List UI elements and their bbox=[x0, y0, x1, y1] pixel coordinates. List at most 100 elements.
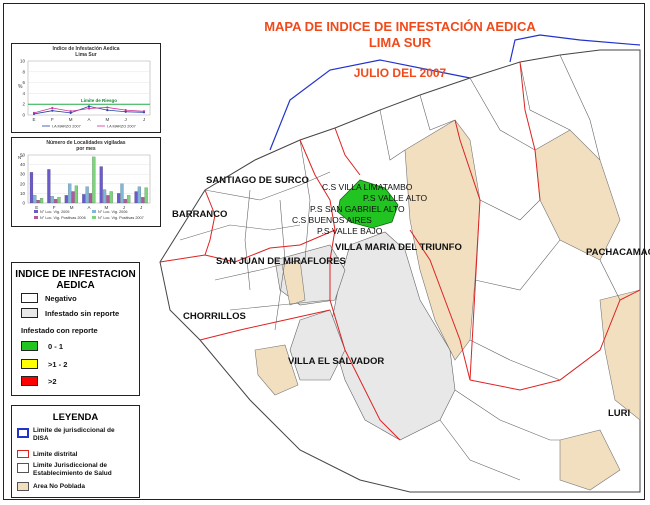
bar-chart-bar bbox=[137, 186, 141, 204]
bar-chart-bar bbox=[47, 169, 51, 204]
bar-chart-xtick: M bbox=[105, 205, 109, 210]
line-chart-ylabel: % bbox=[18, 84, 23, 90]
line-chart-point bbox=[124, 109, 127, 112]
legend-con-reporte: Infestado con reporte bbox=[21, 326, 98, 335]
line-chart-point bbox=[142, 110, 146, 113]
bar-chart-xtick: J bbox=[123, 205, 125, 210]
bar-chart-title: Número de Localidades vigiladas bbox=[46, 140, 126, 146]
zone-green bbox=[337, 179, 399, 229]
map-title-line1: MAPA DE INDICE DE INFESTACIÓN AEDICA bbox=[264, 19, 536, 34]
bar-chart-bar bbox=[71, 191, 75, 204]
bar-chart-ytick: 50 bbox=[20, 153, 26, 158]
bar-chart-bar bbox=[92, 156, 96, 204]
zone-no-poblada-3 bbox=[599, 289, 641, 421]
leyenda-title: LEYENDA bbox=[52, 412, 99, 423]
bar-chart-bar bbox=[64, 195, 68, 204]
line-chart-point bbox=[51, 109, 54, 112]
line-chart-point bbox=[69, 110, 72, 113]
leyenda-disa-1: Limite de jurisdiccional de bbox=[33, 427, 115, 434]
map-title-line2: LIMA SUR bbox=[368, 35, 432, 50]
bar-chart-bar bbox=[88, 193, 93, 204]
bar-chart-ylabel: N° bbox=[18, 155, 23, 160]
bar-chart-bar bbox=[144, 187, 148, 204]
bar-chart-bar bbox=[33, 195, 37, 204]
line-chart-xtick: J bbox=[125, 117, 127, 122]
bar-chart-xtick: E bbox=[35, 205, 38, 210]
swatch-distrital bbox=[17, 450, 29, 458]
district-label-santiago-de-surco: SANTIAGO DE SURCO bbox=[206, 175, 309, 186]
bar-chart-bar bbox=[50, 196, 54, 204]
map-title-date: JULIO DEL 2007 bbox=[353, 66, 447, 80]
swatch-negativo bbox=[21, 293, 38, 303]
infestation-legend-title-2: AEDICA bbox=[56, 280, 95, 291]
bar-chart-svg: 50 40 30 20 10 0 N° E F M A M J J N° Loc. Vig. 2005 N° … bbox=[18, 153, 151, 220]
bar-chart-bar bbox=[117, 193, 121, 204]
bar-chart-legend-label: N° Loc. Vig. 2006 bbox=[98, 210, 128, 214]
bar-chart-ytick: 10 bbox=[20, 191, 26, 196]
legend-negativo: Negativo bbox=[45, 294, 77, 303]
bar-chart-bar bbox=[109, 191, 113, 204]
line-chart-xtick: J bbox=[143, 117, 145, 122]
legend-range2: >1 - 2 bbox=[48, 360, 68, 369]
health-post-valle-alto: P.S VALLE ALTO bbox=[363, 193, 428, 203]
line-chart-xtick: M bbox=[105, 117, 109, 122]
bar-chart-bar bbox=[54, 199, 58, 204]
district-boundaries bbox=[159, 61, 641, 441]
leyenda-panel: LEYENDA Limite de jurisdiccional de DISA… bbox=[11, 405, 140, 498]
district-label-barranco: BARRANCO bbox=[172, 209, 228, 220]
disa-boundary-2 bbox=[509, 34, 641, 63]
district-label-lurin: LURI bbox=[608, 408, 631, 419]
line-chart-point bbox=[87, 107, 91, 110]
district-label-pachacamac: PACHACAMAC bbox=[586, 247, 650, 258]
health-post-buenos-aires: C.S BUENOS AIRES bbox=[292, 215, 372, 225]
bar-chart-ytick: 40 bbox=[20, 162, 26, 167]
swatch-sin-reporte bbox=[21, 308, 38, 318]
leyenda-estab-2: Establecimiento de Salud bbox=[33, 470, 112, 477]
bar-chart-bar bbox=[36, 200, 40, 204]
line-chart-point bbox=[51, 106, 54, 110]
leyenda-no-poblada: Area No Poblada bbox=[33, 483, 86, 490]
bar-chart-bar bbox=[127, 195, 131, 204]
bar-chart-xtick: J bbox=[140, 205, 142, 210]
bar-chart-ytick: 20 bbox=[20, 181, 26, 186]
bar-chart-bar bbox=[120, 183, 124, 204]
district-label-chorrillos: CHORRILLOS bbox=[183, 311, 246, 322]
bar-chart-ytick: 0 bbox=[22, 201, 25, 206]
line-chart-title: Indice de Infestación Aedica bbox=[52, 46, 120, 52]
bar-chart-bar bbox=[85, 186, 89, 204]
zone-no-poblada-2 bbox=[534, 129, 621, 261]
line-chart-ytick: 0 bbox=[22, 113, 25, 118]
line-chart-ytick: 8 bbox=[22, 69, 25, 74]
zone-no-poblada-5 bbox=[254, 344, 299, 396]
district-label-san-juan-de-miraflores: SAN JUAN DE MIRAFLORES bbox=[216, 256, 346, 267]
line-chart-subtitle: Lima Sur bbox=[75, 52, 97, 58]
zone-no-poblada-6 bbox=[559, 429, 621, 491]
bar-chart-legend-swatch bbox=[34, 210, 38, 213]
bar-chart-xtick: M bbox=[70, 205, 74, 210]
leyenda-distrital: Limite distrital bbox=[33, 451, 78, 458]
line-chart-threshold-label: Limite de Riesgo bbox=[81, 98, 117, 103]
bar-chart-bar bbox=[99, 166, 103, 204]
health-post-limatambo: C.S VILLA LIMATAMBO bbox=[322, 182, 413, 192]
bar-chart-bar bbox=[102, 189, 107, 204]
health-post-valle-bajo: P.S VALLE BAJO bbox=[317, 226, 383, 236]
infestation-legend: INDICE DE INFESTACION AEDICA Negativo In… bbox=[11, 262, 140, 396]
line-chart-xtick: M bbox=[69, 117, 73, 122]
bar-chart-bar bbox=[74, 185, 78, 204]
bar-chart-bar bbox=[68, 183, 72, 204]
establishment-lines bbox=[179, 54, 621, 481]
legend-range1: 0 - 1 bbox=[48, 342, 64, 351]
line-chart-point bbox=[32, 111, 36, 114]
bar-chart-panel: Número de Localidades vigiladas por mes … bbox=[11, 137, 161, 227]
line-chart-point bbox=[87, 105, 91, 108]
line-chart-legend-label: I.A MARZO 2007 bbox=[52, 125, 81, 129]
bar-chart-bar bbox=[134, 191, 138, 204]
line-chart-xtick: E bbox=[32, 117, 35, 122]
swatch-range1 bbox=[21, 341, 38, 351]
bar-chart-legend-label: N° Loc. Vig. Positivas 2006 bbox=[40, 216, 86, 220]
line-chart-xtick: A bbox=[87, 117, 90, 122]
bar-chart-legend-swatch bbox=[34, 216, 38, 219]
line-chart-point bbox=[106, 106, 109, 109]
line-chart-panel: Indice de Infestación Aedica Lima Sur 10… bbox=[11, 43, 161, 133]
